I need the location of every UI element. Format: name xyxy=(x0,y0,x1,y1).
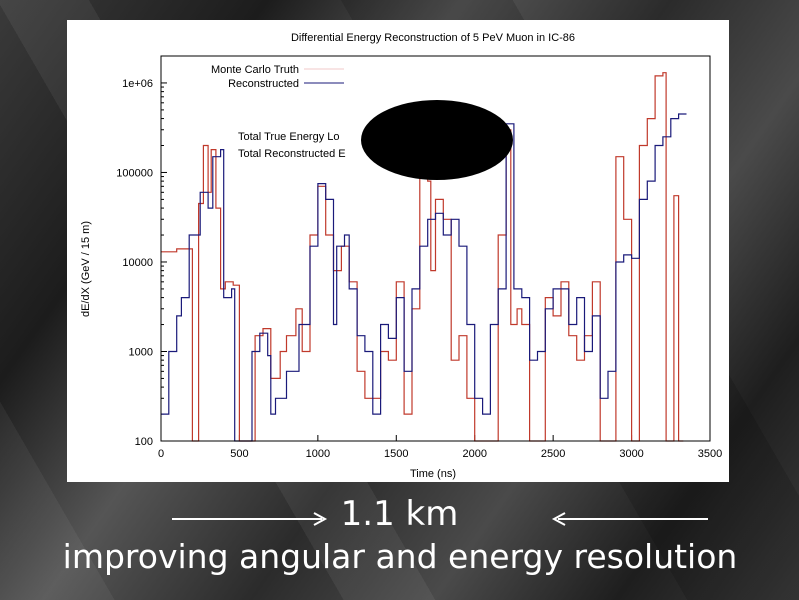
x-tick-label: 0 xyxy=(158,448,164,460)
x-tick-label: 1500 xyxy=(384,448,408,460)
redaction-blob xyxy=(361,100,513,180)
y-tick-label: 1e+06 xyxy=(122,78,153,90)
legend: Monte Carlo Truth Reconstructed xyxy=(211,64,344,90)
x-tick-label: 2000 xyxy=(462,448,486,460)
legend-label-truth: Monte Carlo Truth xyxy=(211,64,299,76)
legend-label-reconstructed: Reconstructed xyxy=(228,78,299,90)
left-arrow-line xyxy=(172,518,322,520)
energy-loss-chart: Differential Energy Reconstruction of 5 … xyxy=(80,32,722,480)
annotation-true-energy: Total True Energy Lo xyxy=(238,131,340,143)
x-axis-label: Time (ns) xyxy=(410,468,456,480)
y-axis-label: dE/dX (GeV / 15 m) xyxy=(80,221,92,317)
y-tick-label: 1000 xyxy=(129,346,153,358)
right-pointing-arrow-icon xyxy=(313,512,328,526)
chart-title: Differential Energy Reconstruction of 5 … xyxy=(291,32,575,44)
x-tick-label: 3000 xyxy=(619,448,643,460)
x-tick-label: 2500 xyxy=(541,448,565,460)
chart-panel: Differential Energy Reconstruction of 5 … xyxy=(67,20,729,482)
x-tick-label: 500 xyxy=(230,448,248,460)
x-tick-label: 3500 xyxy=(698,448,722,460)
annotation-reconstructed-energy: Total Reconstructed E xyxy=(238,148,346,160)
axis-ticks: 0 500 1000 1500 2000 2500 3000 3500 100 1000 10000… xyxy=(116,55,722,460)
y-tick-label: 10000 xyxy=(122,257,153,269)
slide-subtitle: improving angular and energy resolution xyxy=(62,537,738,576)
y-tick-label: 100000 xyxy=(116,167,153,179)
right-arrow-line xyxy=(558,518,708,520)
y-tick-label: 100 xyxy=(135,436,153,448)
x-tick-label: 1000 xyxy=(306,448,330,460)
left-pointing-arrow-icon xyxy=(551,512,566,526)
plot-frame xyxy=(160,55,711,442)
distance-label: 1.1 km xyxy=(340,494,459,534)
